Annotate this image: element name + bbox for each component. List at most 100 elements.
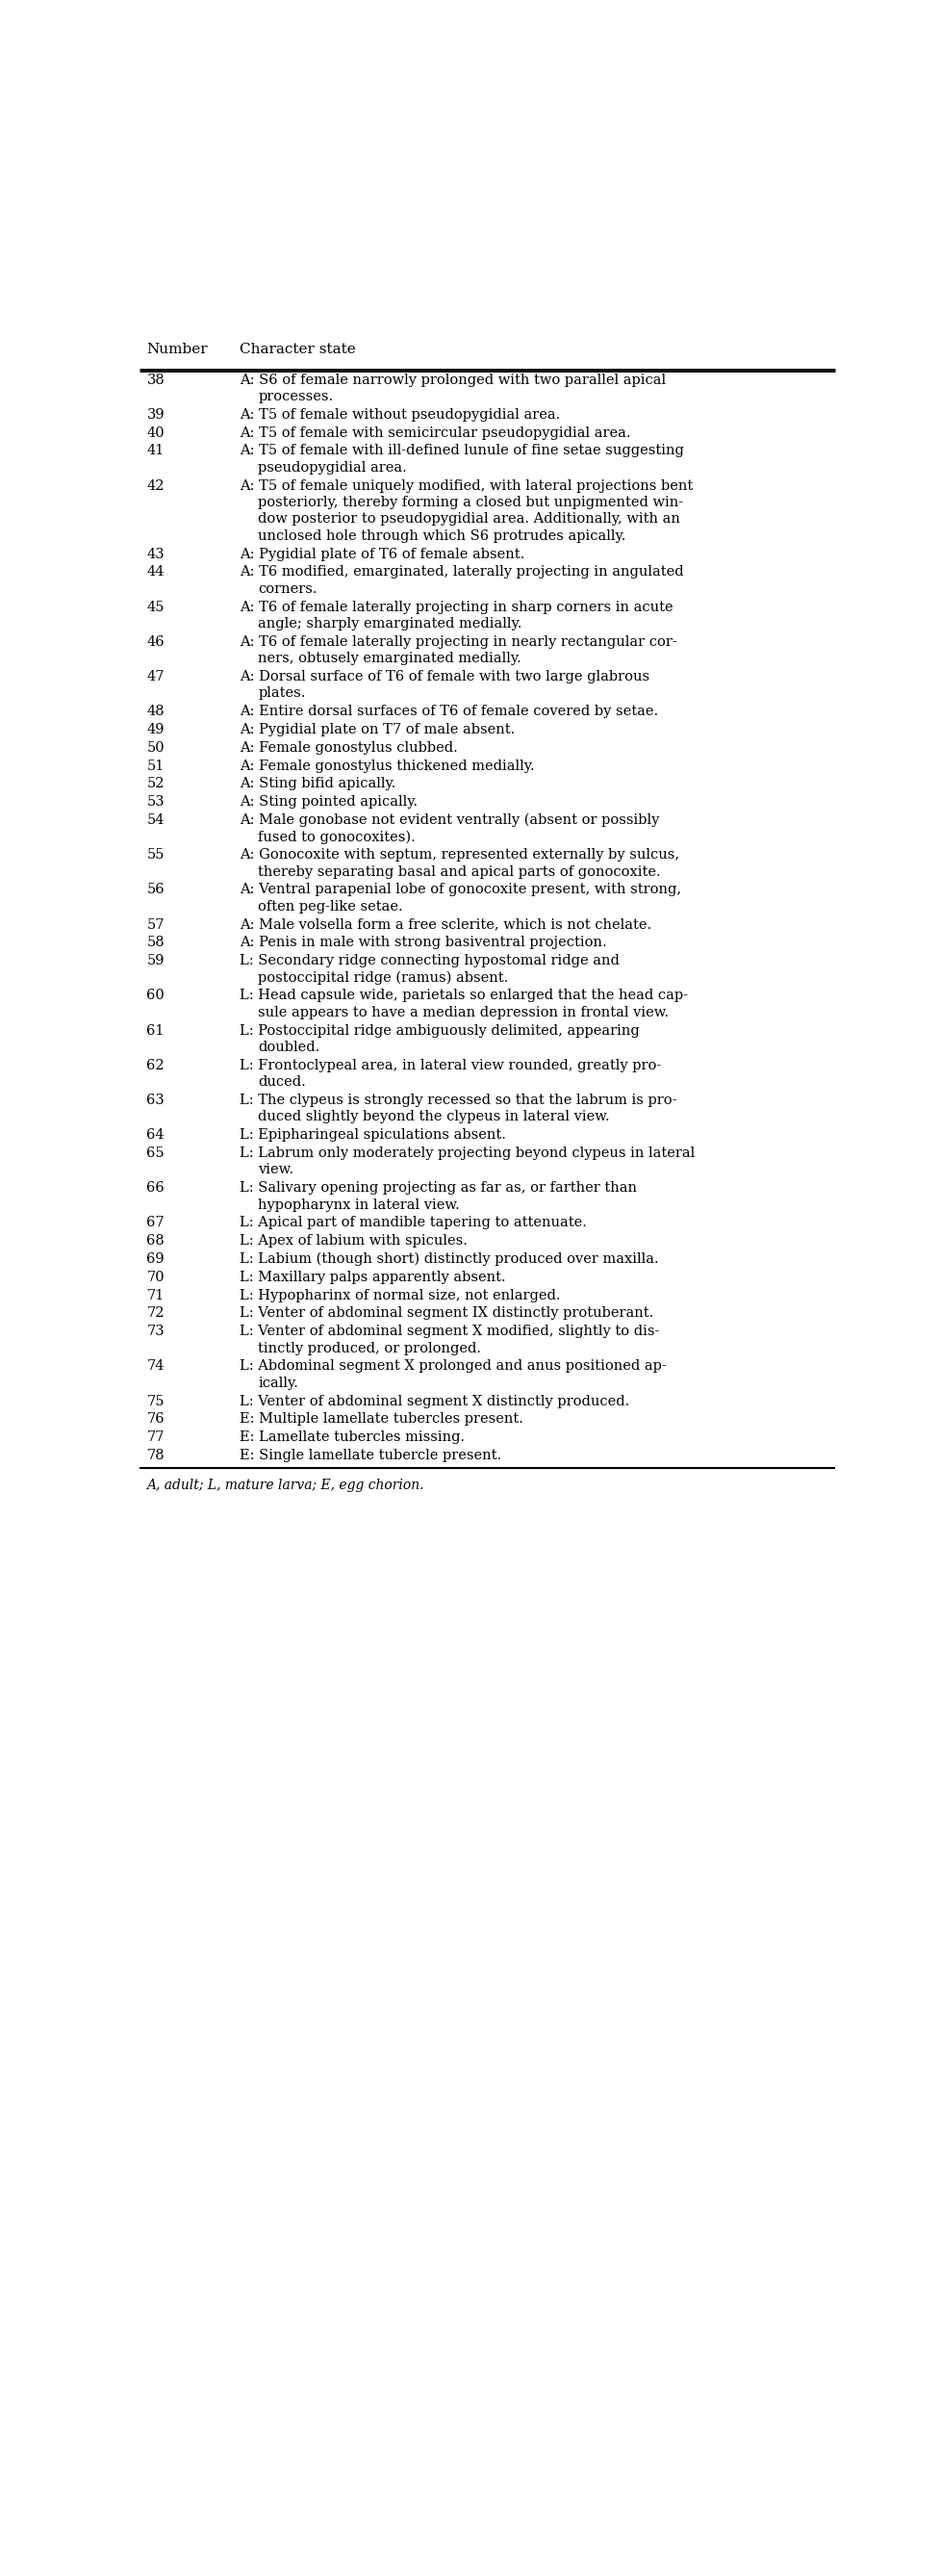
Text: 46: 46 (147, 636, 164, 649)
Text: pseudopygidial area.: pseudopygidial area. (258, 461, 407, 474)
Text: L: Frontoclypeal area, in lateral view rounded, greatly pro-: L: Frontoclypeal area, in lateral view r… (240, 1059, 662, 1072)
Text: 62: 62 (147, 1059, 164, 1072)
Text: L: Venter of abdominal segment X modified, slightly to dis-: L: Venter of abdominal segment X modifie… (240, 1324, 660, 1337)
Text: 59: 59 (147, 953, 164, 969)
Text: 54: 54 (147, 814, 164, 827)
Text: duced.: duced. (258, 1074, 306, 1090)
Text: L: Maxillary palps apparently absent.: L: Maxillary palps apparently absent. (240, 1270, 506, 1283)
Text: sule appears to have a median depression in frontal view.: sule appears to have a median depression… (258, 1005, 669, 1020)
Text: 47: 47 (147, 670, 164, 683)
Text: E: Lamellate tubercles missing.: E: Lamellate tubercles missing. (240, 1430, 465, 1445)
Text: 49: 49 (147, 724, 164, 737)
Text: A: T6 of female laterally projecting in sharp corners in acute: A: T6 of female laterally projecting in … (240, 600, 673, 613)
Text: 67: 67 (147, 1216, 164, 1229)
Text: 41: 41 (147, 443, 164, 459)
Text: 58: 58 (147, 935, 164, 951)
Text: Character state: Character state (240, 343, 356, 355)
Text: E: Multiple lamellate tubercles present.: E: Multiple lamellate tubercles present. (240, 1412, 524, 1427)
Text: 56: 56 (147, 884, 164, 896)
Text: A: Sting bifid apically.: A: Sting bifid apically. (240, 778, 396, 791)
Text: A: T5 of female uniquely modified, with lateral projections bent: A: T5 of female uniquely modified, with … (240, 479, 694, 492)
Text: unclosed hole through which S6 protrudes apically.: unclosed hole through which S6 protrudes… (258, 528, 626, 544)
Text: 73: 73 (147, 1324, 164, 1337)
Text: E: Single lamellate tubercle present.: E: Single lamellate tubercle present. (240, 1448, 502, 1463)
Text: 69: 69 (147, 1252, 164, 1265)
Text: fused to gonocoxites).: fused to gonocoxites). (258, 829, 415, 845)
Text: corners.: corners. (258, 582, 318, 595)
Text: 55: 55 (147, 848, 164, 863)
Text: A: T5 of female with semicircular pseudopygidial area.: A: T5 of female with semicircular pseudo… (240, 425, 631, 440)
Text: 48: 48 (147, 706, 164, 719)
Text: A: Penis in male with strong basiventral projection.: A: Penis in male with strong basiventral… (240, 935, 607, 951)
Text: 63: 63 (147, 1095, 164, 1108)
Text: A: Sting pointed apically.: A: Sting pointed apically. (240, 796, 418, 809)
Text: view.: view. (258, 1164, 293, 1177)
Text: L: Venter of abdominal segment X distinctly produced.: L: Venter of abdominal segment X distinc… (240, 1394, 630, 1409)
Text: L: Head capsule wide, parietals so enlarged that the head cap-: L: Head capsule wide, parietals so enlar… (240, 989, 688, 1002)
Text: A: Gonocoxite with septum, represented externally by sulcus,: A: Gonocoxite with septum, represented e… (240, 848, 680, 863)
Text: A: Male volsella form a free sclerite, which is not chelate.: A: Male volsella form a free sclerite, w… (240, 917, 651, 933)
Text: L: Secondary ridge connecting hypostomal ridge and: L: Secondary ridge connecting hypostomal… (240, 953, 619, 969)
Text: 52: 52 (147, 778, 164, 791)
Text: A, adult; L, mature larva; E, egg chorion.: A, adult; L, mature larva; E, egg chorio… (147, 1479, 424, 1492)
Text: 42: 42 (147, 479, 164, 492)
Text: 50: 50 (147, 742, 164, 755)
Text: L: Labrum only moderately projecting beyond clypeus in lateral: L: Labrum only moderately projecting bey… (240, 1146, 696, 1159)
Text: L: Epipharingeal spiculations absent.: L: Epipharingeal spiculations absent. (240, 1128, 507, 1141)
Text: A: Dorsal surface of T6 of female with two large glabrous: A: Dorsal surface of T6 of female with t… (240, 670, 650, 683)
Text: 38: 38 (147, 374, 164, 386)
Text: L: Labium (though short) distinctly produced over maxilla.: L: Labium (though short) distinctly prod… (240, 1252, 659, 1267)
Text: 76: 76 (147, 1412, 164, 1427)
Text: duced slightly beyond the clypeus in lateral view.: duced slightly beyond the clypeus in lat… (258, 1110, 610, 1123)
Text: 53: 53 (147, 796, 164, 809)
Text: L: Abdominal segment X prolonged and anus positioned ap-: L: Abdominal segment X prolonged and anu… (240, 1360, 666, 1373)
Text: A: T5 of female with ill-defined lunule of fine setae suggesting: A: T5 of female with ill-defined lunule … (240, 443, 684, 459)
Text: 44: 44 (147, 564, 164, 580)
Text: ically.: ically. (258, 1376, 298, 1391)
Text: L: The clypeus is strongly recessed so that the labrum is pro-: L: The clypeus is strongly recessed so t… (240, 1095, 677, 1108)
Text: 40: 40 (147, 425, 164, 440)
Text: 68: 68 (147, 1234, 164, 1247)
Text: hypopharynx in lateral view.: hypopharynx in lateral view. (258, 1198, 460, 1211)
Text: posteriorly, thereby forming a closed but unpigmented win-: posteriorly, thereby forming a closed bu… (258, 495, 683, 510)
Text: 45: 45 (147, 600, 164, 613)
Text: 71: 71 (147, 1288, 164, 1301)
Text: 66: 66 (147, 1182, 164, 1195)
Text: doubled.: doubled. (258, 1041, 320, 1054)
Text: dow posterior to pseudopygidial area. Additionally, with an: dow posterior to pseudopygidial area. Ad… (258, 513, 681, 526)
Text: 57: 57 (147, 917, 164, 933)
Text: L: Apex of labium with spicules.: L: Apex of labium with spicules. (240, 1234, 468, 1247)
Text: 75: 75 (147, 1394, 164, 1409)
Text: L: Postoccipital ridge ambiguously delimited, appearing: L: Postoccipital ridge ambiguously delim… (240, 1023, 640, 1038)
Text: Number: Number (147, 343, 208, 355)
Text: processes.: processes. (258, 389, 334, 404)
Text: 78: 78 (147, 1448, 164, 1463)
Text: 60: 60 (147, 989, 164, 1002)
Text: A: Entire dorsal surfaces of T6 of female covered by setae.: A: Entire dorsal surfaces of T6 of femal… (240, 706, 659, 719)
Text: 61: 61 (147, 1023, 164, 1038)
Text: tinctly produced, or prolonged.: tinctly produced, or prolonged. (258, 1342, 481, 1355)
Text: A: Pygidial plate on T7 of male absent.: A: Pygidial plate on T7 of male absent. (240, 724, 515, 737)
Text: 39: 39 (147, 407, 164, 422)
Text: L: Hypopharinx of normal size, not enlarged.: L: Hypopharinx of normal size, not enlar… (240, 1288, 561, 1301)
Text: 65: 65 (147, 1146, 164, 1159)
Text: 74: 74 (147, 1360, 164, 1373)
Text: postoccipital ridge (ramus) absent.: postoccipital ridge (ramus) absent. (258, 971, 509, 984)
Text: 77: 77 (147, 1430, 164, 1445)
Text: A: Female gonostylus clubbed.: A: Female gonostylus clubbed. (240, 742, 458, 755)
Text: angle; sharply emarginated medially.: angle; sharply emarginated medially. (258, 618, 522, 631)
Text: 51: 51 (147, 760, 164, 773)
Text: 43: 43 (147, 546, 164, 562)
Text: A: Pygidial plate of T6 of female absent.: A: Pygidial plate of T6 of female absent… (240, 546, 525, 562)
Text: L: Salivary opening projecting as far as, or farther than: L: Salivary opening projecting as far as… (240, 1182, 637, 1195)
Text: ners, obtusely emarginated medially.: ners, obtusely emarginated medially. (258, 652, 522, 665)
Text: A: T6 modified, emarginated, laterally projecting in angulated: A: T6 modified, emarginated, laterally p… (240, 564, 684, 580)
Text: thereby separating basal and apical parts of gonocoxite.: thereby separating basal and apical part… (258, 866, 661, 878)
Text: A: Male gonobase not evident ventrally (absent or possibly: A: Male gonobase not evident ventrally (… (240, 814, 660, 827)
Text: A: Female gonostylus thickened medially.: A: Female gonostylus thickened medially. (240, 760, 535, 773)
Text: 72: 72 (147, 1306, 164, 1319)
Text: often peg-like setae.: often peg-like setae. (258, 899, 403, 914)
Text: A: T5 of female without pseudopygidial area.: A: T5 of female without pseudopygidial a… (240, 407, 560, 422)
Text: L: Venter of abdominal segment IX distinctly protuberant.: L: Venter of abdominal segment IX distin… (240, 1306, 654, 1319)
Text: L: Apical part of mandible tapering to attenuate.: L: Apical part of mandible tapering to a… (240, 1216, 588, 1229)
